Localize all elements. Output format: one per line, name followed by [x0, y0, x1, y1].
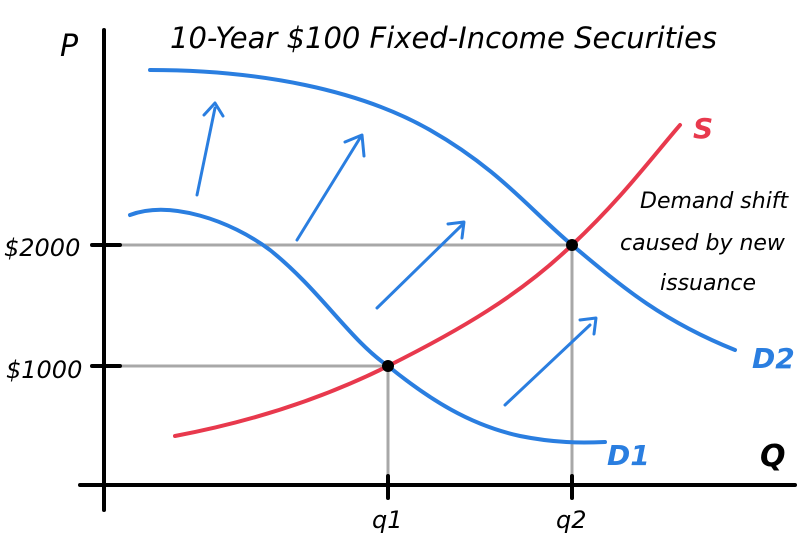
shift-arrow-2	[295, 133, 366, 242]
equilibrium-points	[382, 239, 578, 372]
demand-2-label: D2	[752, 342, 795, 375]
demand-curves	[128, 68, 737, 445]
supply-curve	[173, 123, 682, 438]
shift-arrows	[195, 101, 598, 407]
annotation-line-1: Demand shift	[640, 189, 790, 214]
diagram-title: 10-Year $100 Fixed-Income Securities	[170, 21, 717, 55]
price-tick-label-1000: $1000	[6, 356, 82, 384]
shift-arrow-4	[503, 316, 598, 407]
quantity-tick-label-q1: q1	[372, 506, 403, 534]
price-tick-label-2000: $2000	[4, 234, 80, 262]
demand-curve-d2	[148, 68, 737, 352]
shift-annotation: Demand shift caused by new issuance	[620, 189, 790, 296]
guide-lines	[120, 243, 574, 485]
demand-1-label: D1	[607, 439, 650, 472]
shift-arrow-1	[195, 101, 225, 197]
annotation-line-2: caused by new	[620, 231, 786, 256]
shift-arrow-3	[375, 220, 466, 310]
axes	[78, 28, 797, 512]
equilibrium-point-2	[566, 239, 578, 251]
supply-label: S	[693, 112, 713, 145]
quantity-tick-label-q2: q2	[556, 506, 587, 534]
y-axis-label: P	[60, 29, 79, 64]
equilibrium-point-1	[382, 360, 394, 372]
x-axis-label: Q	[760, 439, 786, 474]
annotation-line-3: issuance	[660, 271, 756, 296]
